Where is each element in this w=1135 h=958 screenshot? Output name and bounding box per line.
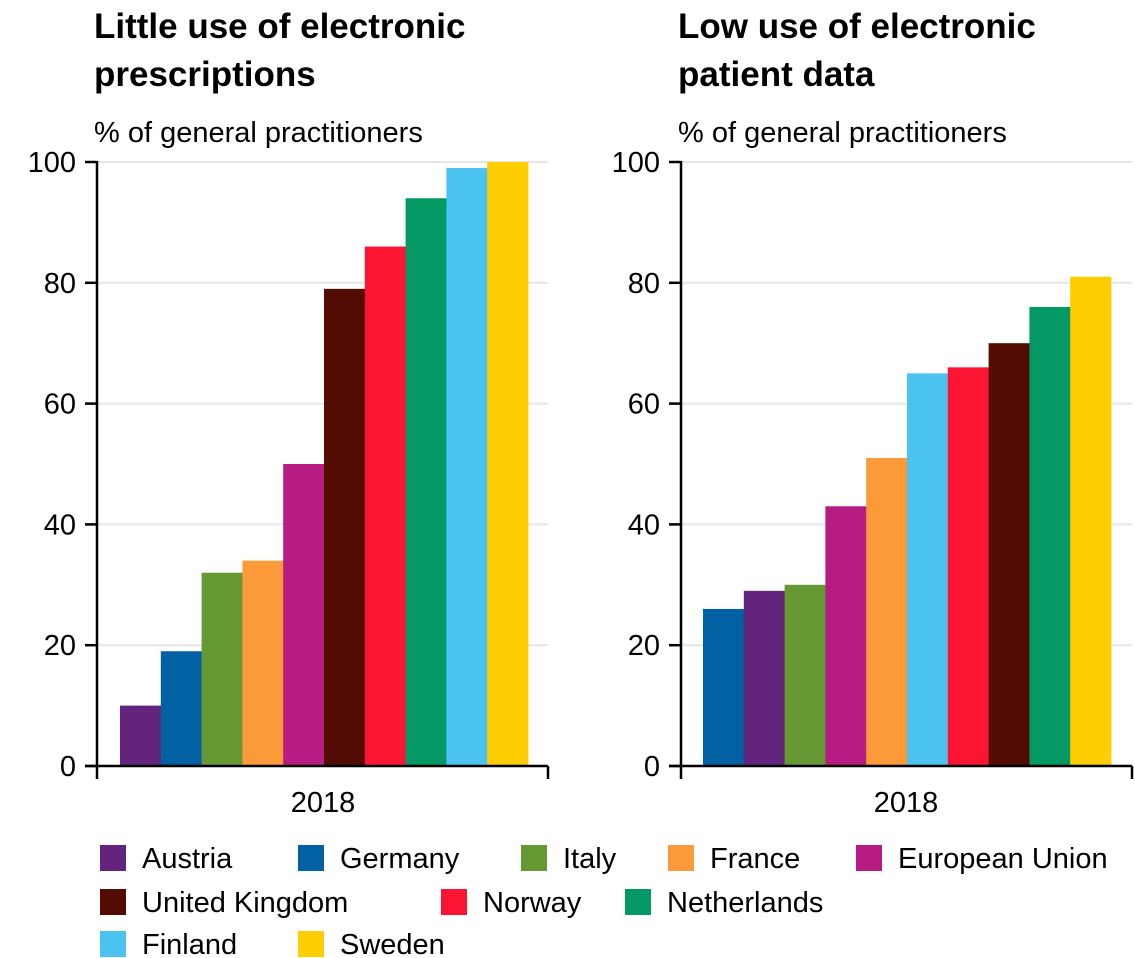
legend-swatch-european-union	[856, 845, 882, 871]
chart-right-y-tick-label: 100	[612, 147, 660, 179]
chart-left-bar-norway	[365, 247, 406, 766]
chart-left-y-ticks: 0 20 40 60 80 100	[28, 147, 97, 783]
chart-right-x-tick-label: 2018	[874, 787, 939, 819]
chart-left-bar-france	[242, 561, 283, 766]
chart-left-title-line1: Little use of electronic	[94, 7, 465, 46]
chart-right-bar-united-kingdom	[989, 343, 1030, 766]
chart-left-bar-germany	[161, 651, 202, 766]
chart-right-y-tick-label: 80	[628, 268, 660, 300]
chart-left-y-tick-label: 60	[44, 389, 76, 421]
legend-label-norway: Norway	[483, 887, 582, 919]
chart-left-y-tick-label: 20	[44, 630, 76, 662]
chart-left-bar-united-kingdom	[324, 289, 365, 766]
chart-right-bar-netherlands	[1029, 307, 1070, 766]
chart-left-y-tick-label: 0	[60, 751, 76, 783]
legend-label-sweden: Sweden	[340, 929, 445, 958]
chart-right-title-line1: Low use of electronic	[678, 7, 1036, 46]
chart-right-y-tick-label: 20	[628, 630, 660, 662]
chart-left-bar-italy	[202, 573, 243, 766]
chart-right-bar-finland	[907, 373, 948, 766]
chart-left-title-line2: prescriptions	[94, 55, 316, 94]
chart-right-y-tick-label: 0	[644, 751, 660, 783]
chart-left-y-tick-label: 80	[44, 268, 76, 300]
legend-swatch-france	[668, 845, 694, 871]
chart-right-y-tick-label: 60	[628, 389, 660, 421]
legend-swatch-united-kingdom	[100, 889, 126, 915]
legend-swatch-germany	[298, 845, 324, 871]
legend-swatch-italy	[521, 845, 547, 871]
legend-swatch-norway	[441, 889, 467, 915]
legend-label-finland: Finland	[142, 929, 237, 958]
chart-left-subtitle: % of general practitioners	[94, 117, 423, 149]
chart-left-bar-austria	[120, 706, 161, 766]
legend-label-germany: Germany	[340, 843, 460, 875]
chart-left-bars	[120, 162, 528, 766]
chart-right-y-tick-label: 40	[628, 509, 660, 541]
chart-right-bars	[703, 277, 1111, 766]
chart-left-bar-sweden	[487, 162, 528, 766]
chart-right-bar-germany	[703, 609, 744, 766]
legend-label-france: France	[710, 843, 800, 875]
chart-left: Little use of electronic prescriptions %…	[28, 7, 548, 819]
chart-right-bar-italy	[785, 585, 826, 766]
chart-left-bar-european-union	[283, 464, 324, 766]
legend-label-netherlands: Netherlands	[667, 887, 823, 919]
legend-label-european-union: European Union	[898, 843, 1108, 875]
chart-right-bar-european-union	[825, 506, 866, 766]
legend-swatch-netherlands	[625, 889, 651, 915]
chart-right: Low use of electronic patient data % of …	[612, 7, 1132, 819]
legend-label-austria: Austria	[142, 843, 233, 875]
chart-left-bar-netherlands	[406, 198, 447, 766]
legend-swatch-austria	[100, 845, 126, 871]
chart-left-x-tick-label: 2018	[291, 787, 356, 819]
legend-label-italy: Italy	[563, 843, 617, 875]
chart-left-y-tick-label: 100	[28, 147, 76, 179]
chart-right-bar-norway	[948, 367, 989, 766]
chart-left-bar-finland	[446, 168, 487, 766]
legend-label-united-kingdom: United Kingdom	[142, 887, 348, 919]
chart-right-bar-france	[866, 458, 907, 766]
chart-left-y-tick-label: 40	[44, 509, 76, 541]
legend-swatch-sweden	[298, 931, 324, 957]
chart-right-bar-sweden	[1070, 277, 1111, 766]
legend-swatch-finland	[100, 931, 126, 957]
legend: Austria Germany Italy France European Union U…	[100, 843, 1108, 958]
chart-right-bar-austria	[744, 591, 785, 766]
chart-right-y-ticks: 0 20 40 60 80 100	[612, 147, 681, 783]
chart-right-subtitle: % of general practitioners	[678, 117, 1007, 149]
chart-right-title-line2: patient data	[678, 55, 875, 94]
